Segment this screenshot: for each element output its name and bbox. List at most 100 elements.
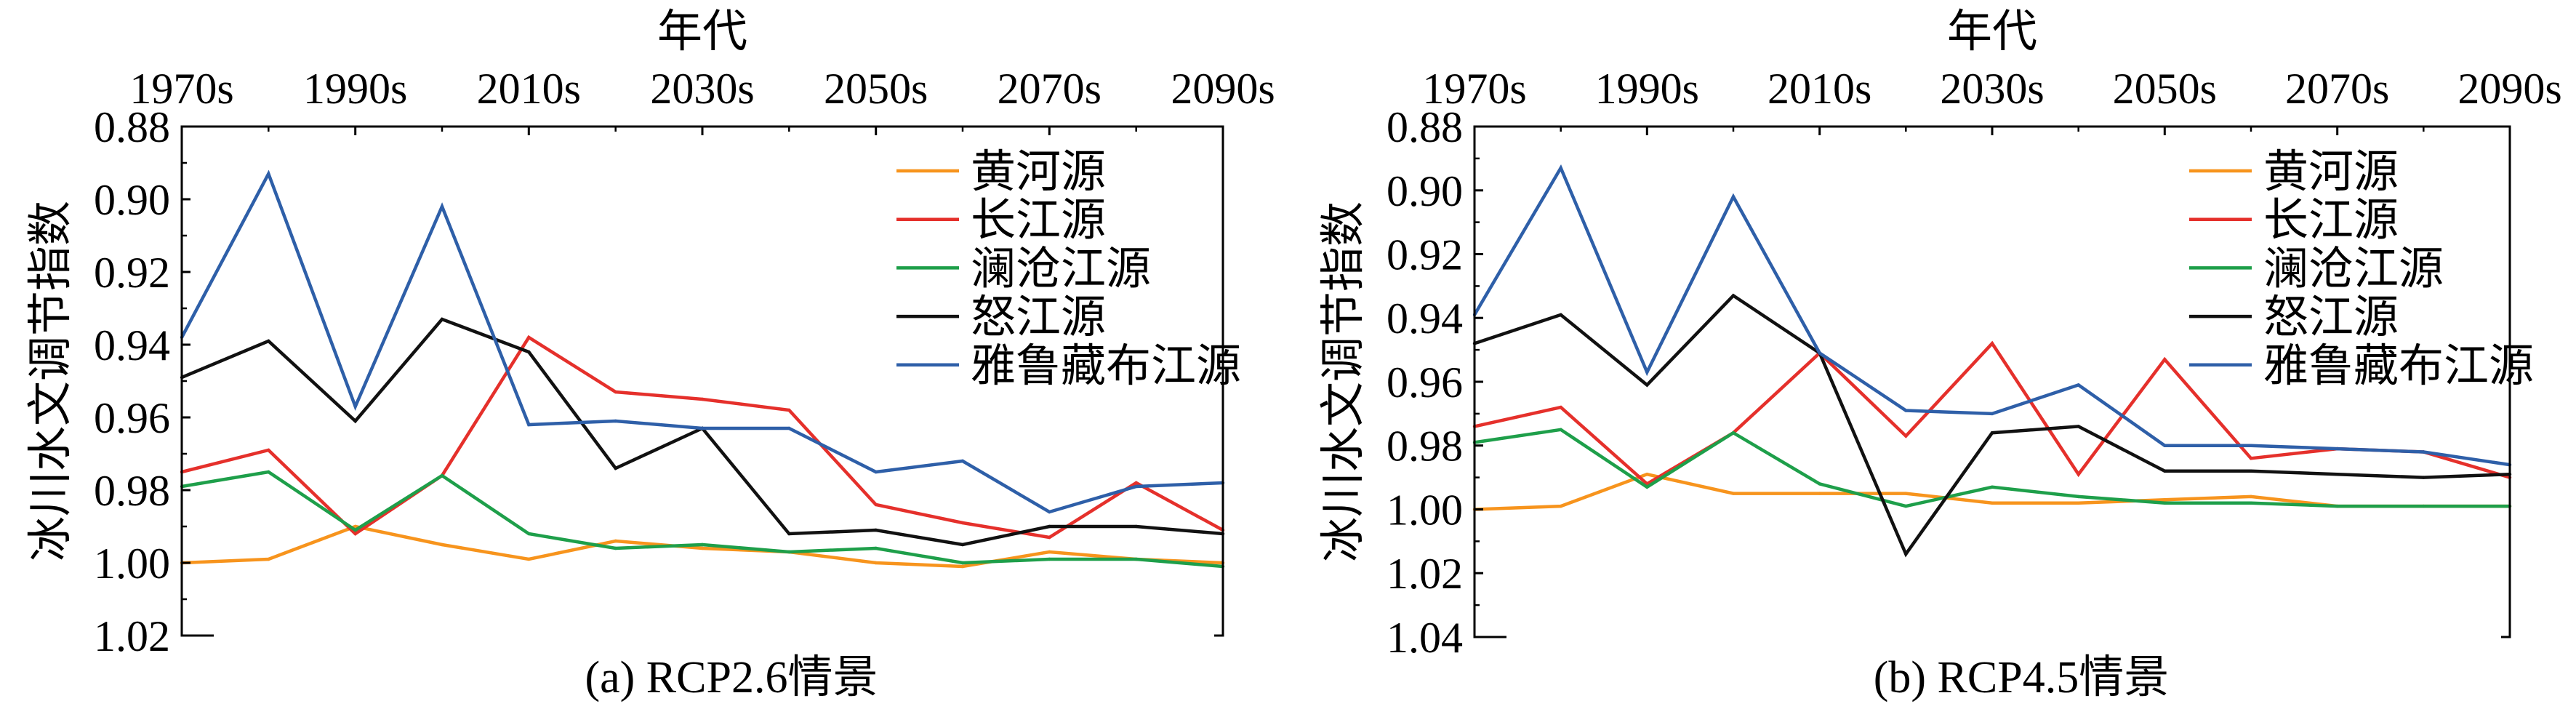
data-point xyxy=(1559,428,1562,431)
data-point xyxy=(1048,510,1051,514)
data-point xyxy=(353,528,357,532)
data-point xyxy=(1990,501,1994,505)
data-point xyxy=(1904,504,1908,508)
data-point xyxy=(2163,469,2167,473)
y-tick-label: 1.04 xyxy=(1387,614,1463,662)
x-axis-title: 年代 xyxy=(1947,7,2037,57)
data-point xyxy=(787,408,791,412)
data-point xyxy=(2249,444,2253,447)
data-point xyxy=(1818,492,1821,495)
data-point xyxy=(1990,485,1994,489)
y-tick-label: 0.90 xyxy=(1387,167,1463,215)
data-point xyxy=(1048,550,1051,554)
data-point xyxy=(787,550,791,554)
y-tick-label: 1.02 xyxy=(1387,550,1463,598)
data-point xyxy=(874,528,878,532)
chart-panel-a: 0.88 0.90 0.92 0.94 0.96 0.98 1.00 1.02 1970s 199… xyxy=(26,7,1275,702)
x-axis-title: 年代 xyxy=(657,7,747,57)
data-point xyxy=(874,502,878,507)
y-tick-label: 1.00 xyxy=(94,540,170,588)
data-point xyxy=(700,546,705,550)
data-point xyxy=(874,561,878,565)
legend-item: 长江源 xyxy=(2189,196,2399,246)
data-point xyxy=(267,448,270,452)
x-tick-label: 1990s xyxy=(1595,65,1699,113)
data-point xyxy=(614,390,617,394)
data-point xyxy=(960,564,965,569)
x-tick-label: 2030s xyxy=(650,65,754,113)
x-tick-label: 1970s xyxy=(129,65,233,113)
data-point xyxy=(700,426,705,430)
data-point xyxy=(527,350,531,354)
data-point xyxy=(614,546,617,550)
y-tick-label: 0.88 xyxy=(1387,103,1463,151)
data-point xyxy=(353,532,357,536)
legend-label: 怒江源 xyxy=(971,293,1106,343)
data-point xyxy=(1818,351,1821,355)
bottom-mask xyxy=(214,601,1214,653)
y-tick-label: 0.88 xyxy=(94,103,170,151)
data-point xyxy=(874,546,878,550)
legend-label: 怒江源 xyxy=(2263,293,2399,343)
y-tick-label: 0.92 xyxy=(94,249,170,297)
data-point xyxy=(2249,469,2253,473)
legend-label: 长江源 xyxy=(2263,196,2399,246)
data-point xyxy=(1904,552,1908,556)
legend-label: 长江源 xyxy=(971,196,1106,246)
x-tick-label: 2090s xyxy=(2457,65,2561,113)
data-point xyxy=(2335,504,2339,508)
panel-caption: (b) RCP4.5情景 xyxy=(1874,653,2169,702)
data-point xyxy=(527,532,531,536)
data-point xyxy=(527,335,531,340)
data-point xyxy=(1990,431,1994,435)
x-tick-label: 2050s xyxy=(2113,65,2217,113)
data-point xyxy=(2335,446,2339,451)
data-point xyxy=(1559,405,1562,409)
data-point xyxy=(1559,166,1562,170)
x-tick-label: 2070s xyxy=(998,65,1102,113)
series-group xyxy=(1472,164,2512,558)
data-point xyxy=(960,521,965,525)
chart-panel-b: 0.88 0.90 0.92 0.94 0.96 0.98 1.00 1.02 1.04 1970… xyxy=(1319,7,2562,702)
data-point xyxy=(2249,501,2253,505)
y-tick-label: 0.94 xyxy=(94,321,170,369)
y-axis-title: 冰川水文调节指数 xyxy=(26,201,76,561)
data-point xyxy=(2163,498,2167,502)
x-tick-label: 1990s xyxy=(303,65,407,113)
data-point xyxy=(1904,492,1908,495)
x-tick-label: 2050s xyxy=(824,65,928,113)
legend-label: 澜沧江源 xyxy=(971,244,1151,294)
data-point xyxy=(614,466,617,470)
data-point xyxy=(2335,473,2339,476)
data-point xyxy=(1990,342,1994,345)
data-point xyxy=(1645,485,1649,489)
data-point xyxy=(2077,494,2080,499)
data-point xyxy=(2422,450,2425,454)
bottom-mask xyxy=(1506,602,2501,654)
legend-item: 黄河源 xyxy=(2189,148,2399,197)
legend-item: 黄河源 xyxy=(896,148,1106,197)
data-point xyxy=(1134,481,1138,485)
data-point xyxy=(1559,313,1562,317)
data-point xyxy=(267,557,270,561)
data-point xyxy=(440,317,444,321)
data-point xyxy=(440,204,444,209)
data-point xyxy=(2077,425,2080,428)
legend-item: 怒江源 xyxy=(2189,293,2399,343)
y-tick-label: 0.98 xyxy=(94,467,170,515)
data-point xyxy=(787,532,791,536)
data-point xyxy=(874,470,878,474)
data-point xyxy=(1048,557,1051,561)
data-point xyxy=(353,419,357,423)
x-tick-label: 2070s xyxy=(2285,65,2389,113)
series-group xyxy=(180,169,1225,569)
data-point xyxy=(1731,492,1736,495)
data-point xyxy=(1134,484,1138,489)
data-point xyxy=(440,473,444,478)
data-point xyxy=(353,404,357,409)
data-point xyxy=(527,422,531,427)
y-tick-label: 0.90 xyxy=(94,176,170,224)
legend-item: 澜沧江源 xyxy=(896,244,1151,294)
legend-label: 雅鲁藏布江源 xyxy=(971,342,1241,391)
